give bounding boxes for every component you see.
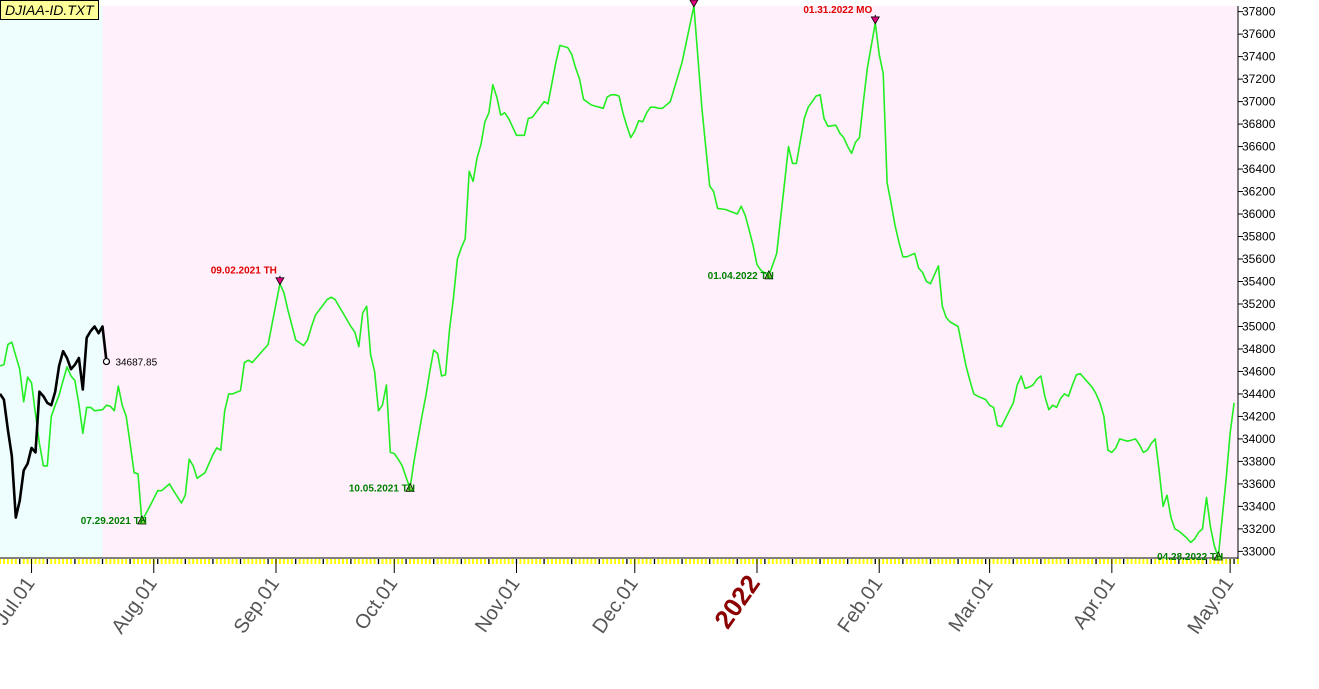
low-label: 07.29.2021 TH xyxy=(81,516,147,527)
main-series-line xyxy=(0,5,1235,558)
low-marker xyxy=(405,482,415,492)
overlay-series-line xyxy=(0,325,108,519)
y-tick-label: 36200 xyxy=(1242,185,1276,199)
x-tick-label: May.01 xyxy=(1183,573,1238,638)
y-tick-label: 37800 xyxy=(1242,5,1276,19)
x-tick-label: Dec.01 xyxy=(588,573,642,638)
history-background xyxy=(0,6,103,557)
y-tick-label: 33400 xyxy=(1242,499,1276,513)
y-tick-label: 36600 xyxy=(1242,140,1276,154)
low-label: 01.04.2022 TU xyxy=(708,271,774,282)
high-label: 01.31.2022 MO xyxy=(803,5,872,16)
y-tick-label: 34600 xyxy=(1242,364,1276,378)
y-tick-label: 36000 xyxy=(1242,207,1276,221)
low-marker xyxy=(764,269,774,280)
y-tick-label: 35200 xyxy=(1242,297,1276,311)
y-tick-label: 34800 xyxy=(1242,342,1276,356)
x-tick-label: Feb.01 xyxy=(834,573,888,637)
series-layer: 34687.85 xyxy=(0,5,1235,558)
y-tick-label: 36800 xyxy=(1242,117,1276,131)
low-marker xyxy=(1213,551,1223,561)
y-tick-label: 33200 xyxy=(1242,522,1276,536)
y-tick-label: 34400 xyxy=(1242,387,1276,401)
y-tick-label: 34000 xyxy=(1242,432,1276,446)
x-tick-label: 2022 xyxy=(708,569,766,634)
x-tick-label: Mar.01 xyxy=(945,573,998,636)
high-marker xyxy=(689,0,699,8)
y-tick-label: 35000 xyxy=(1242,319,1276,333)
high-marker xyxy=(275,277,285,286)
high-marker xyxy=(870,16,880,25)
y-tick-label: 37600 xyxy=(1242,27,1276,41)
x-tick-label: Apr.01 xyxy=(1069,573,1120,633)
last-price-marker xyxy=(102,357,111,366)
y-tick-label: 35400 xyxy=(1242,275,1276,289)
y-tick-label: 35800 xyxy=(1242,230,1276,244)
y-tick-label: 37000 xyxy=(1242,95,1276,109)
ticker-label: DJIAA-ID.TXT xyxy=(0,0,99,20)
y-tick-label: 33000 xyxy=(1242,544,1276,558)
y-tick-label: 37400 xyxy=(1242,50,1276,64)
y-tick-label: 35600 xyxy=(1242,252,1276,266)
plot-background xyxy=(0,6,1238,557)
x-tick-label: Sep.01 xyxy=(230,573,284,638)
last-price-label: 34687.85 xyxy=(115,358,157,369)
low-label: 04.28.2022 TH xyxy=(1157,552,1223,563)
y-tick-label: 36400 xyxy=(1242,162,1276,176)
x-tick-label: Aug.01 xyxy=(107,573,161,638)
y-tick-label: 33800 xyxy=(1242,454,1276,468)
x-tick-label: Oct.01 xyxy=(351,573,403,634)
x-tick-label: Jul.01 xyxy=(0,573,40,629)
x-tick-label: Nov.01 xyxy=(471,573,525,636)
y-axis: 33000 33200 33400 33600 33800 34000 34200 34400… xyxy=(1237,5,1276,561)
high-label: 09.02.2021 TH xyxy=(211,266,277,277)
low-marker xyxy=(137,515,147,525)
y-tick-label: 34200 xyxy=(1242,409,1276,423)
x-axis: Jul.01 Aug.01 Sep.01 Oct.01 Nov.01 Dec.01 2022… xyxy=(0,557,1239,638)
y-tick-label: 37200 xyxy=(1242,72,1276,86)
low-label: 10.05.2021 TU xyxy=(349,483,415,494)
y-tick-label: 33600 xyxy=(1242,477,1276,491)
